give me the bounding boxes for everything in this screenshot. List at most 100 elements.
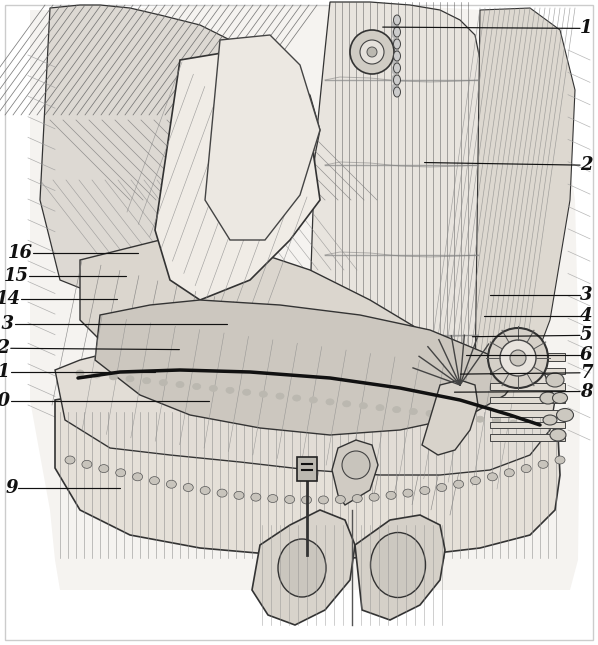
Text: 10: 10	[0, 392, 11, 410]
Ellipse shape	[268, 495, 277, 502]
FancyBboxPatch shape	[490, 353, 565, 361]
Text: 1: 1	[580, 19, 593, 37]
Ellipse shape	[393, 27, 401, 37]
Ellipse shape	[326, 399, 334, 405]
Ellipse shape	[99, 464, 109, 473]
Text: 15: 15	[4, 267, 29, 285]
FancyBboxPatch shape	[490, 397, 565, 403]
Ellipse shape	[234, 491, 244, 499]
Ellipse shape	[65, 456, 75, 464]
Ellipse shape	[183, 484, 193, 491]
Ellipse shape	[543, 415, 557, 425]
Ellipse shape	[443, 412, 451, 419]
Ellipse shape	[76, 370, 84, 376]
Polygon shape	[95, 300, 520, 435]
Ellipse shape	[393, 406, 401, 413]
Circle shape	[342, 451, 370, 479]
Polygon shape	[80, 240, 480, 420]
Ellipse shape	[109, 374, 117, 380]
Ellipse shape	[343, 401, 350, 407]
Polygon shape	[55, 388, 560, 558]
Polygon shape	[475, 8, 575, 420]
Ellipse shape	[143, 378, 151, 384]
Ellipse shape	[193, 384, 201, 390]
Ellipse shape	[93, 372, 100, 378]
Ellipse shape	[454, 481, 463, 488]
Ellipse shape	[392, 30, 398, 39]
Ellipse shape	[393, 15, 401, 25]
Ellipse shape	[369, 493, 379, 501]
Ellipse shape	[476, 416, 484, 422]
Ellipse shape	[176, 382, 184, 388]
Text: 11: 11	[0, 363, 11, 381]
Text: 5: 5	[580, 326, 593, 344]
Ellipse shape	[392, 83, 398, 92]
Ellipse shape	[392, 48, 398, 57]
Ellipse shape	[392, 75, 398, 83]
Ellipse shape	[540, 392, 556, 404]
Ellipse shape	[459, 414, 467, 421]
Ellipse shape	[553, 393, 568, 404]
Text: 9: 9	[5, 479, 18, 497]
Ellipse shape	[392, 57, 398, 66]
Ellipse shape	[557, 408, 573, 421]
FancyBboxPatch shape	[490, 434, 565, 441]
Polygon shape	[30, 5, 580, 590]
FancyBboxPatch shape	[490, 368, 565, 374]
Text: 16: 16	[8, 244, 33, 263]
Text: 8: 8	[580, 382, 593, 401]
Ellipse shape	[393, 75, 401, 85]
Ellipse shape	[319, 496, 328, 504]
Ellipse shape	[437, 484, 447, 491]
Ellipse shape	[309, 397, 318, 403]
Ellipse shape	[159, 380, 167, 386]
FancyBboxPatch shape	[490, 422, 565, 428]
Ellipse shape	[209, 386, 217, 392]
Text: 3: 3	[580, 286, 593, 304]
Ellipse shape	[471, 477, 481, 484]
Circle shape	[510, 350, 526, 366]
Polygon shape	[422, 380, 478, 455]
Ellipse shape	[200, 486, 210, 495]
Circle shape	[367, 47, 377, 57]
Ellipse shape	[251, 493, 261, 501]
FancyBboxPatch shape	[490, 383, 565, 390]
Circle shape	[500, 340, 536, 376]
Polygon shape	[205, 35, 320, 240]
Ellipse shape	[526, 422, 534, 428]
Ellipse shape	[393, 39, 401, 49]
Ellipse shape	[278, 539, 326, 597]
Text: 12: 12	[0, 339, 11, 357]
Ellipse shape	[546, 373, 564, 387]
Ellipse shape	[115, 469, 126, 477]
Text: 13: 13	[0, 315, 15, 333]
Ellipse shape	[392, 39, 398, 48]
Ellipse shape	[386, 491, 396, 499]
Ellipse shape	[555, 456, 565, 464]
Circle shape	[350, 30, 394, 74]
Text: 4: 4	[580, 307, 593, 325]
Ellipse shape	[393, 87, 401, 97]
Ellipse shape	[487, 473, 498, 481]
Polygon shape	[155, 50, 320, 300]
Ellipse shape	[335, 495, 345, 504]
Ellipse shape	[285, 495, 295, 504]
Ellipse shape	[392, 21, 398, 30]
Ellipse shape	[426, 410, 434, 417]
Ellipse shape	[82, 461, 92, 468]
Ellipse shape	[403, 489, 413, 497]
Ellipse shape	[371, 533, 426, 597]
Ellipse shape	[393, 63, 401, 73]
Polygon shape	[355, 515, 445, 620]
Ellipse shape	[217, 489, 227, 497]
Polygon shape	[252, 510, 355, 625]
Ellipse shape	[504, 469, 514, 477]
Polygon shape	[40, 5, 320, 300]
Ellipse shape	[133, 473, 142, 481]
Text: 2: 2	[580, 156, 593, 174]
FancyBboxPatch shape	[490, 410, 565, 417]
Ellipse shape	[301, 496, 312, 504]
Polygon shape	[55, 345, 555, 475]
Ellipse shape	[359, 402, 367, 409]
Ellipse shape	[550, 429, 566, 441]
